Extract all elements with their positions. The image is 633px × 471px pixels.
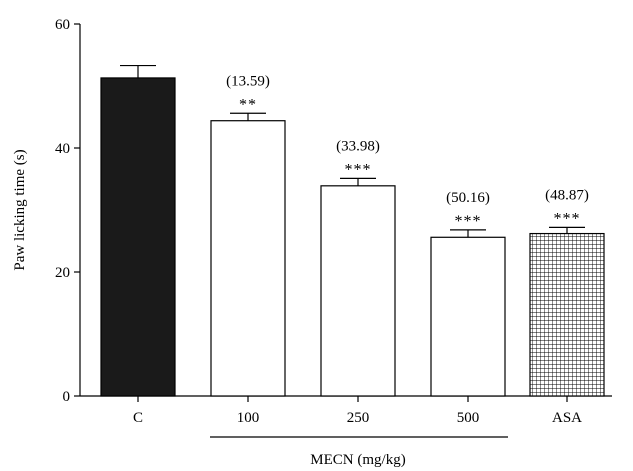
significance-stars: *** (554, 210, 581, 227)
x-tick-label: 100 (237, 410, 260, 426)
y-tick-label: 60 (55, 17, 70, 33)
inhibition-label: (48.87) (545, 187, 589, 203)
y-axis-label: Paw licking time (s) (12, 149, 28, 270)
x-tick-label: ASA (552, 410, 582, 426)
inhibition-label: (50.16) (446, 190, 490, 206)
bar-100 (210, 120, 286, 397)
bar-500 (430, 236, 506, 397)
group-label: MECN (mg/kg) (310, 452, 405, 468)
inhibition-label: (33.98) (336, 138, 380, 154)
significance-stars: ** (239, 96, 257, 113)
x-tick-label: C (133, 410, 143, 426)
plot-area: 0 20 40 60 C 100 ** (13.59) 250 *** (33.98) 500 *** (… (55, 17, 612, 438)
significance-stars: *** (455, 213, 482, 230)
bar-250 (320, 185, 396, 397)
y-tick-label: 20 (55, 265, 70, 281)
inhibition-label: (13.59) (226, 73, 270, 89)
bar-c (100, 77, 176, 397)
y-tick-label: 0 (63, 389, 71, 405)
significance-stars: *** (345, 161, 372, 178)
bar-asa (529, 232, 605, 397)
x-tick-label: 500 (457, 410, 480, 426)
y-tick-label: 40 (55, 141, 70, 157)
x-tick-label: 250 (347, 410, 370, 426)
